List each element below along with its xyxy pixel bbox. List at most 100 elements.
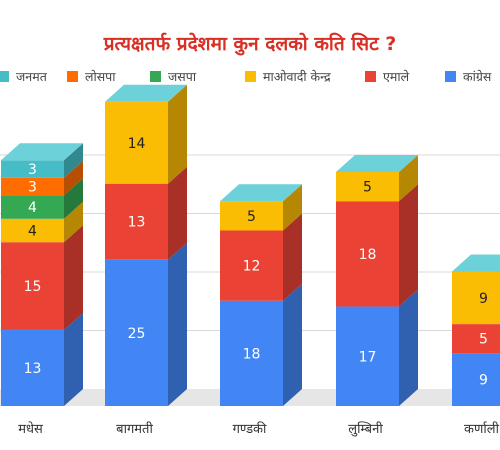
bar-top [105, 84, 187, 102]
bar-front [336, 306, 399, 406]
legend-swatch [67, 71, 78, 82]
bar-value-label: 18 [359, 247, 377, 263]
bar-value-label: 3 [28, 162, 37, 178]
bar-value-label: 12 [243, 259, 261, 275]
legend-label: एमाले [383, 69, 410, 84]
legend-item: जनमत [0, 69, 48, 84]
bars: 13 15 4 4 3 3 25 13 14 18 12 5 17 18 5 9 5 9 [1, 84, 500, 406]
bar-side [64, 225, 83, 330]
bar-front [452, 324, 500, 354]
bar-segment: 5 [220, 184, 302, 231]
bar-front [220, 230, 283, 301]
bar-top [220, 184, 302, 202]
bar-segment: 13 [1, 312, 83, 406]
legend-item: जसपा [150, 69, 197, 84]
legend: जनमत लोसपा जसपा माओवादी केन्द्र एमाले कांग्रे… [0, 69, 492, 84]
bar-side [283, 213, 302, 301]
bar-front [452, 353, 500, 406]
bar-segment: 5 [452, 324, 500, 354]
bar-front [1, 218, 64, 243]
bar-side [283, 283, 302, 406]
bar-value-label: 13 [24, 361, 42, 377]
bar-side [64, 312, 83, 406]
bar-side [168, 242, 187, 406]
bar-segment: 4 [1, 201, 83, 243]
legend-swatch [0, 71, 9, 82]
legend-label: जनमत [16, 69, 48, 84]
bar-side [399, 184, 418, 307]
bar-value-label: 14 [128, 136, 146, 152]
category-label: मधेस [18, 421, 43, 437]
legend-swatch [150, 71, 161, 82]
bar-segment: 17 [336, 289, 418, 406]
bar-front [1, 242, 64, 330]
bar-segment: 18 [220, 283, 302, 406]
bar-front [1, 195, 64, 219]
bar-segment: 13 [105, 166, 187, 260]
legend-swatch [445, 71, 456, 82]
bar-value-label: 13 [128, 215, 146, 231]
bar-side [64, 178, 83, 219]
legend-item: माओवादी केन्द्र [245, 69, 331, 84]
bar-value-label: 9 [479, 291, 488, 307]
bar-front [1, 329, 64, 406]
bar-segment: 18 [336, 184, 418, 307]
bar-value-label: 17 [359, 349, 377, 365]
bar-front [220, 300, 283, 406]
category-label: कर्णाली [464, 421, 500, 437]
legend-swatch [365, 71, 376, 82]
bar-value-label: 4 [28, 224, 37, 240]
bar-value-label: 5 [363, 180, 372, 196]
bar-segment: 5 [336, 155, 418, 202]
bar-stack: 17 18 5 [336, 155, 418, 406]
category-label: बागमती [116, 421, 153, 437]
bar-front [105, 259, 168, 406]
legend-item: कांग्रेस [445, 69, 492, 84]
legend-label: जसपा [168, 69, 197, 84]
bar-segment: 14 [105, 84, 187, 184]
legend-label: कांग्रेस [463, 69, 492, 84]
bar-value-label: 9 [479, 373, 488, 389]
bar-value-label: 5 [479, 332, 488, 348]
bar-side [399, 289, 418, 406]
bar-value-label: 3 [28, 180, 37, 196]
bar-front [336, 172, 399, 202]
bar-value-label: 4 [28, 200, 37, 216]
legend-item: एमाले [365, 69, 410, 84]
bar-segment: 9 [452, 353, 500, 406]
bar-segment: 15 [1, 225, 83, 330]
bar-side [64, 201, 83, 243]
bar-stack: 13 15 4 4 3 3 [1, 143, 83, 406]
bar-value-label: 5 [247, 209, 256, 225]
bar-front [336, 201, 399, 307]
chart-title: प्रत्यक्षतर्फ प्रदेशमा कुन दलको कति सिट … [103, 32, 397, 56]
bar-segment: 3 [1, 160, 83, 196]
legend-label: माओवादी केन्द्र [263, 69, 331, 84]
bar-front [105, 101, 168, 184]
bar-segment: 3 [1, 143, 83, 178]
bar-stack: 25 13 14 [105, 84, 187, 406]
bar-top [1, 143, 83, 161]
bar-front [105, 183, 168, 260]
category-label: गण्डकी [233, 421, 267, 437]
legend-item: लोसपा [67, 69, 116, 84]
bar-segment: 25 [105, 242, 187, 406]
category-label: लुम्बिनी [348, 421, 383, 437]
bar-segment: 4 [1, 178, 83, 219]
bar-side [64, 143, 83, 178]
bar-side [168, 166, 187, 260]
bar-value-label: 15 [24, 279, 42, 295]
legend-swatch [245, 71, 256, 82]
bar-front [452, 271, 500, 325]
legend-label: लोसपा [85, 69, 116, 84]
bar-side [283, 184, 302, 231]
bar-front [220, 201, 283, 231]
bar-side [168, 84, 187, 184]
bar-stack: 18 12 5 [220, 184, 302, 406]
bar-side [64, 160, 83, 196]
bar-stack: 9 5 9 [452, 254, 500, 406]
bar-top [336, 155, 418, 172]
bar-top [452, 254, 500, 272]
